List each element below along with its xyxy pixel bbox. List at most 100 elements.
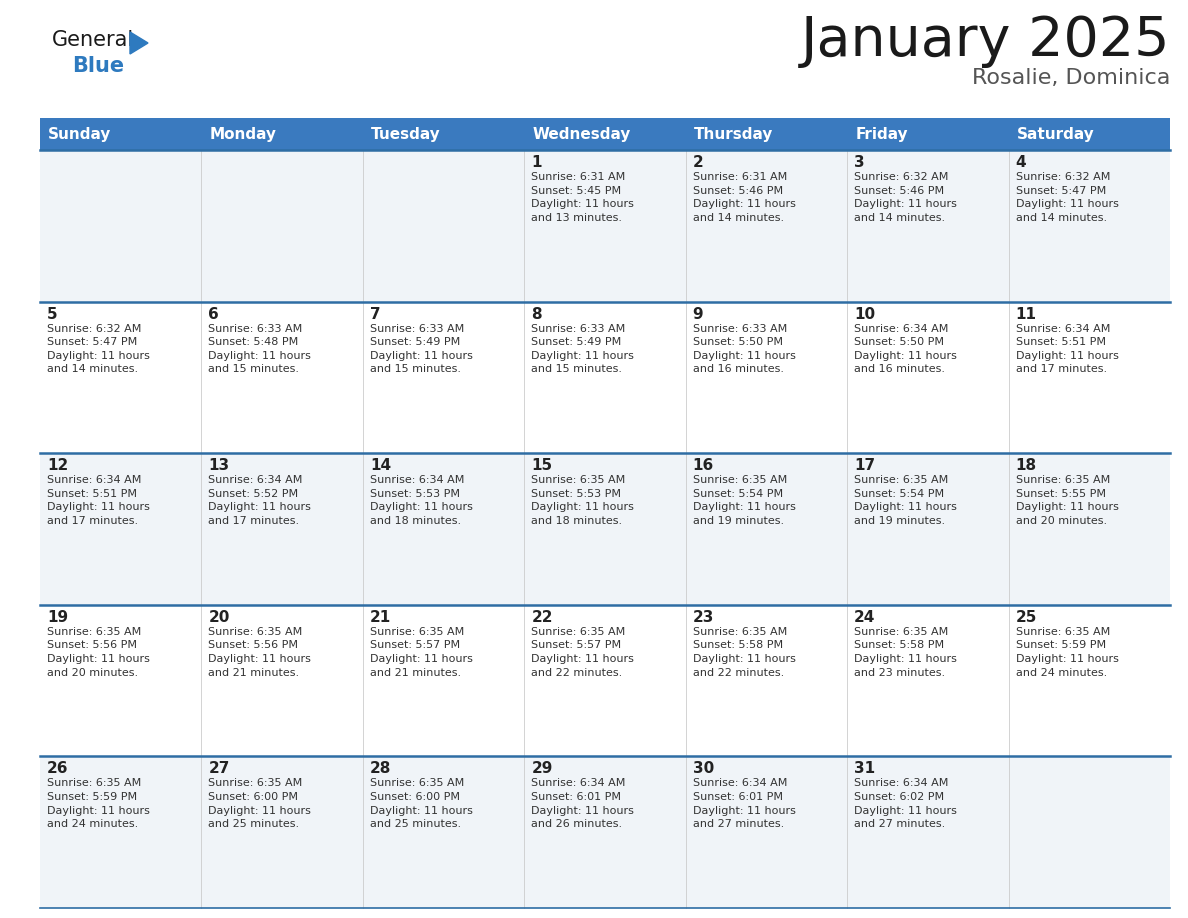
Bar — [362, 453, 524, 605]
Bar — [202, 756, 362, 908]
Bar — [685, 605, 847, 756]
Bar — [40, 150, 202, 302]
Text: Sunrise: 6:35 AM
Sunset: 5:59 PM
Daylight: 11 hours
and 24 minutes.: Sunrise: 6:35 AM Sunset: 5:59 PM Dayligh… — [1016, 627, 1118, 677]
Bar — [362, 756, 524, 908]
Text: 7: 7 — [369, 307, 380, 321]
Text: Sunrise: 6:34 AM
Sunset: 5:50 PM
Daylight: 11 hours
and 16 minutes.: Sunrise: 6:34 AM Sunset: 5:50 PM Dayligh… — [854, 324, 958, 375]
Bar — [362, 302, 524, 453]
Text: Sunrise: 6:34 AM
Sunset: 5:51 PM
Daylight: 11 hours
and 17 minutes.: Sunrise: 6:34 AM Sunset: 5:51 PM Dayligh… — [1016, 324, 1118, 375]
Text: Wednesday: Wednesday — [532, 127, 631, 141]
Text: Thursday: Thursday — [694, 127, 773, 141]
Bar — [40, 756, 202, 908]
Bar — [40, 118, 202, 150]
Text: Sunrise: 6:33 AM
Sunset: 5:48 PM
Daylight: 11 hours
and 15 minutes.: Sunrise: 6:33 AM Sunset: 5:48 PM Dayligh… — [208, 324, 311, 375]
Text: Sunrise: 6:31 AM
Sunset: 5:45 PM
Daylight: 11 hours
and 13 minutes.: Sunrise: 6:31 AM Sunset: 5:45 PM Dayligh… — [531, 172, 634, 223]
Text: 9: 9 — [693, 307, 703, 321]
Bar — [202, 453, 362, 605]
Bar — [524, 756, 685, 908]
Text: Sunrise: 6:35 AM
Sunset: 6:00 PM
Daylight: 11 hours
and 25 minutes.: Sunrise: 6:35 AM Sunset: 6:00 PM Dayligh… — [369, 778, 473, 829]
Text: Sunrise: 6:33 AM
Sunset: 5:50 PM
Daylight: 11 hours
and 16 minutes.: Sunrise: 6:33 AM Sunset: 5:50 PM Dayligh… — [693, 324, 796, 375]
Text: 6: 6 — [208, 307, 219, 321]
Bar — [524, 302, 685, 453]
Text: Sunrise: 6:32 AM
Sunset: 5:47 PM
Daylight: 11 hours
and 14 minutes.: Sunrise: 6:32 AM Sunset: 5:47 PM Dayligh… — [48, 324, 150, 375]
Text: Blue: Blue — [72, 56, 124, 76]
Text: Rosalie, Dominica: Rosalie, Dominica — [972, 68, 1170, 88]
Bar — [202, 150, 362, 302]
Bar — [685, 150, 847, 302]
Bar — [847, 302, 1009, 453]
Text: Sunrise: 6:33 AM
Sunset: 5:49 PM
Daylight: 11 hours
and 15 minutes.: Sunrise: 6:33 AM Sunset: 5:49 PM Dayligh… — [369, 324, 473, 375]
Bar — [524, 605, 685, 756]
Bar — [847, 756, 1009, 908]
Bar — [524, 118, 685, 150]
Text: Sunrise: 6:35 AM
Sunset: 5:55 PM
Daylight: 11 hours
and 20 minutes.: Sunrise: 6:35 AM Sunset: 5:55 PM Dayligh… — [1016, 476, 1118, 526]
Text: Sunrise: 6:33 AM
Sunset: 5:49 PM
Daylight: 11 hours
and 15 minutes.: Sunrise: 6:33 AM Sunset: 5:49 PM Dayligh… — [531, 324, 634, 375]
Bar — [1009, 118, 1170, 150]
Bar — [362, 118, 524, 150]
Bar — [362, 150, 524, 302]
Text: Sunrise: 6:35 AM
Sunset: 5:57 PM
Daylight: 11 hours
and 22 minutes.: Sunrise: 6:35 AM Sunset: 5:57 PM Dayligh… — [531, 627, 634, 677]
Text: Sunrise: 6:34 AM
Sunset: 6:01 PM
Daylight: 11 hours
and 26 minutes.: Sunrise: 6:34 AM Sunset: 6:01 PM Dayligh… — [531, 778, 634, 829]
Text: 1: 1 — [531, 155, 542, 170]
Bar — [202, 118, 362, 150]
Text: 20: 20 — [208, 610, 229, 625]
Text: Sunrise: 6:35 AM
Sunset: 5:59 PM
Daylight: 11 hours
and 24 minutes.: Sunrise: 6:35 AM Sunset: 5:59 PM Dayligh… — [48, 778, 150, 829]
Text: January 2025: January 2025 — [801, 14, 1170, 68]
Text: 31: 31 — [854, 761, 876, 777]
Bar — [40, 302, 202, 453]
Text: Sunrise: 6:35 AM
Sunset: 5:56 PM
Daylight: 11 hours
and 21 minutes.: Sunrise: 6:35 AM Sunset: 5:56 PM Dayligh… — [208, 627, 311, 677]
Text: 12: 12 — [48, 458, 68, 473]
Text: Sunrise: 6:35 AM
Sunset: 5:54 PM
Daylight: 11 hours
and 19 minutes.: Sunrise: 6:35 AM Sunset: 5:54 PM Dayligh… — [693, 476, 796, 526]
Text: Sunrise: 6:35 AM
Sunset: 5:53 PM
Daylight: 11 hours
and 18 minutes.: Sunrise: 6:35 AM Sunset: 5:53 PM Dayligh… — [531, 476, 634, 526]
Text: 18: 18 — [1016, 458, 1037, 473]
Text: 28: 28 — [369, 761, 391, 777]
Text: Sunrise: 6:32 AM
Sunset: 5:47 PM
Daylight: 11 hours
and 14 minutes.: Sunrise: 6:32 AM Sunset: 5:47 PM Dayligh… — [1016, 172, 1118, 223]
Bar — [847, 453, 1009, 605]
Text: 17: 17 — [854, 458, 876, 473]
Bar — [1009, 453, 1170, 605]
Text: 23: 23 — [693, 610, 714, 625]
Text: 22: 22 — [531, 610, 552, 625]
Bar — [685, 756, 847, 908]
Text: 24: 24 — [854, 610, 876, 625]
Text: Tuesday: Tuesday — [371, 127, 441, 141]
Text: Sunrise: 6:34 AM
Sunset: 5:53 PM
Daylight: 11 hours
and 18 minutes.: Sunrise: 6:34 AM Sunset: 5:53 PM Dayligh… — [369, 476, 473, 526]
Text: 29: 29 — [531, 761, 552, 777]
Text: General: General — [52, 30, 134, 50]
Text: Sunrise: 6:31 AM
Sunset: 5:46 PM
Daylight: 11 hours
and 14 minutes.: Sunrise: 6:31 AM Sunset: 5:46 PM Dayligh… — [693, 172, 796, 223]
Bar — [524, 453, 685, 605]
Bar — [1009, 150, 1170, 302]
Bar — [1009, 756, 1170, 908]
Text: 19: 19 — [48, 610, 68, 625]
Text: 14: 14 — [369, 458, 391, 473]
Text: 11: 11 — [1016, 307, 1037, 321]
Bar — [362, 605, 524, 756]
Text: Sunrise: 6:34 AM
Sunset: 5:52 PM
Daylight: 11 hours
and 17 minutes.: Sunrise: 6:34 AM Sunset: 5:52 PM Dayligh… — [208, 476, 311, 526]
Text: Sunrise: 6:35 AM
Sunset: 5:58 PM
Daylight: 11 hours
and 22 minutes.: Sunrise: 6:35 AM Sunset: 5:58 PM Dayligh… — [693, 627, 796, 677]
Text: Sunrise: 6:35 AM
Sunset: 5:57 PM
Daylight: 11 hours
and 21 minutes.: Sunrise: 6:35 AM Sunset: 5:57 PM Dayligh… — [369, 627, 473, 677]
Bar — [40, 605, 202, 756]
Text: 25: 25 — [1016, 610, 1037, 625]
Bar — [202, 605, 362, 756]
Text: Sunrise: 6:35 AM
Sunset: 5:56 PM
Daylight: 11 hours
and 20 minutes.: Sunrise: 6:35 AM Sunset: 5:56 PM Dayligh… — [48, 627, 150, 677]
Text: 3: 3 — [854, 155, 865, 170]
Text: 10: 10 — [854, 307, 876, 321]
Text: 27: 27 — [208, 761, 229, 777]
Polygon shape — [129, 32, 148, 54]
Bar — [202, 302, 362, 453]
Bar — [847, 605, 1009, 756]
Text: 16: 16 — [693, 458, 714, 473]
Text: Sunrise: 6:35 AM
Sunset: 6:00 PM
Daylight: 11 hours
and 25 minutes.: Sunrise: 6:35 AM Sunset: 6:00 PM Dayligh… — [208, 778, 311, 829]
Bar — [1009, 302, 1170, 453]
Bar — [524, 150, 685, 302]
Text: 5: 5 — [48, 307, 58, 321]
Text: Sunday: Sunday — [48, 127, 112, 141]
Text: Sunrise: 6:34 AM
Sunset: 5:51 PM
Daylight: 11 hours
and 17 minutes.: Sunrise: 6:34 AM Sunset: 5:51 PM Dayligh… — [48, 476, 150, 526]
Text: Sunrise: 6:32 AM
Sunset: 5:46 PM
Daylight: 11 hours
and 14 minutes.: Sunrise: 6:32 AM Sunset: 5:46 PM Dayligh… — [854, 172, 958, 223]
Bar — [847, 118, 1009, 150]
Text: 4: 4 — [1016, 155, 1026, 170]
Bar — [685, 302, 847, 453]
Text: Friday: Friday — [855, 127, 908, 141]
Text: Sunrise: 6:34 AM
Sunset: 6:01 PM
Daylight: 11 hours
and 27 minutes.: Sunrise: 6:34 AM Sunset: 6:01 PM Dayligh… — [693, 778, 796, 829]
Text: 13: 13 — [208, 458, 229, 473]
